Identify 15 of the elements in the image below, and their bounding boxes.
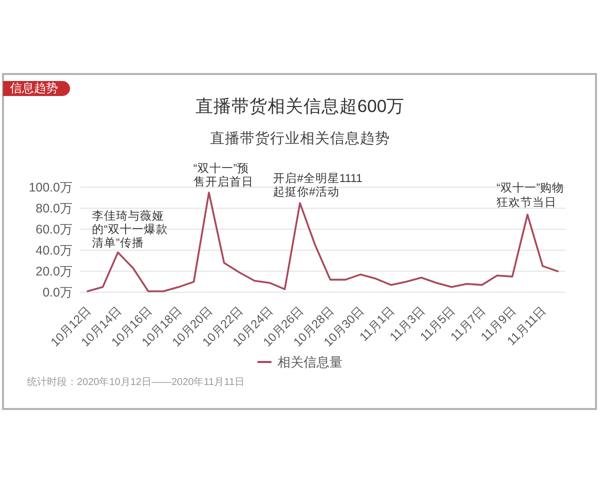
section-tag: 信息趋势 <box>3 81 70 96</box>
text: 统计时段：2020年10月12日——2020年11月11日 <box>27 376 244 388</box>
y-tick-label: 80.0万 <box>36 201 73 216</box>
chart-title: 直播带货相关信息超600万 <box>195 96 405 116</box>
annotation: “双十一”购物狂欢节当日 <box>496 182 564 209</box>
legend-label: 相关信息量 <box>278 354 342 370</box>
y-tick-label: 100.0万 <box>28 180 73 194</box>
annotation: 开启#全明星1111起挺你#活动 <box>272 171 362 199</box>
chart-subtitle: 直播带货行业相关信息趋势 <box>210 130 390 147</box>
y-tick-label: 20.0万 <box>36 264 73 278</box>
annotation: 李佳琦与薇娅的“双十一爆款清单”传播 <box>92 209 168 250</box>
annotation: “双十一”预售开启首日 <box>193 162 254 189</box>
y-tick-label: 60.0万 <box>36 222 73 236</box>
y-tick-label: 0.0万 <box>42 285 73 300</box>
y-tick-label: 40.0万 <box>36 243 73 258</box>
